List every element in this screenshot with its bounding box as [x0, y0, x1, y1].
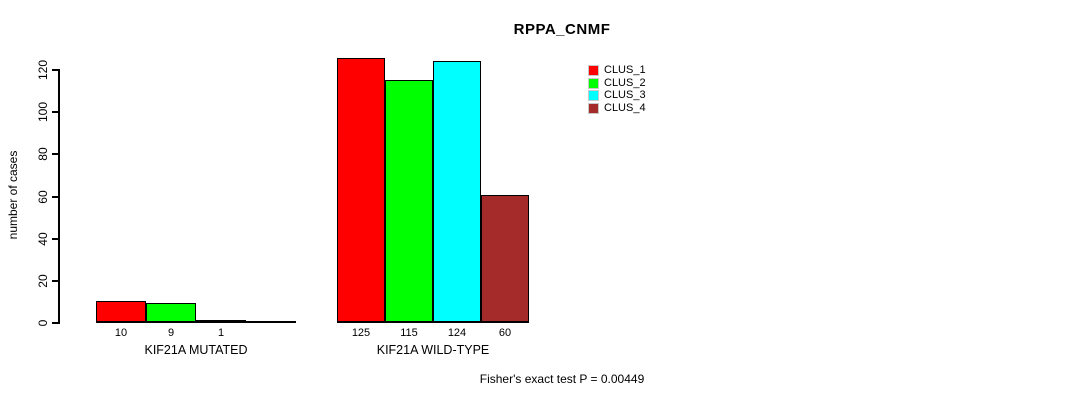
chart-title: RPPA_CNMF — [513, 21, 611, 38]
y-tick-mark — [52, 111, 59, 114]
bar-value-label: 60 — [498, 327, 512, 339]
bar-value-label: 124 — [447, 327, 467, 339]
bar-value-label: 1 — [217, 327, 225, 339]
legend-label: CLUS_1 — [604, 63, 646, 76]
bar-value-label: 10 — [114, 327, 128, 339]
y-tick-label: 20 — [36, 274, 50, 288]
y-tick-mark — [52, 195, 59, 198]
bar-value-label: 9 — [167, 327, 175, 339]
group-baseline — [96, 321, 296, 323]
group-baseline — [337, 321, 529, 323]
legend: CLUS_1 CLUS_2 CLUS_3 CLUS_4 — [588, 64, 646, 115]
y-tick-mark — [52, 237, 59, 240]
y-tick-label: 0 — [36, 319, 50, 327]
legend-label: CLUS_3 — [604, 89, 646, 102]
y-tick-mark — [52, 153, 59, 156]
bar-clus_4-wild-type — [481, 195, 529, 322]
legend-item-clus_2: CLUS_2 — [588, 77, 646, 90]
bar-value-label: 115 — [400, 327, 418, 339]
y-tick-mark — [52, 69, 59, 71]
bar-clus_3-wild-type — [433, 61, 481, 322]
y-tick-label: 100 — [36, 102, 50, 123]
legend-item-clus_1: CLUS_1 — [588, 64, 646, 77]
legend-label: CLUS_4 — [604, 101, 646, 114]
y-tick-mark — [52, 279, 59, 282]
y-tick-mark — [52, 322, 59, 324]
fisher-test-note: Fisher's exact test P = 0.00449 — [479, 372, 645, 386]
bar-clus_2-mutated — [146, 303, 196, 322]
bar-value-label: 125 — [351, 327, 371, 339]
y-tick-label: 60 — [36, 189, 50, 204]
group-label-wild-type: KIF21A WILD-TYPE — [376, 343, 490, 357]
y-tick-label: 80 — [36, 147, 50, 162]
y-axis-title: number of cases — [6, 150, 20, 240]
legend-swatch-icon — [588, 77, 599, 89]
y-tick-label: 120 — [36, 59, 50, 81]
legend-swatch-icon — [588, 102, 599, 114]
legend-swatch-icon — [588, 64, 599, 76]
legend-item-clus_3: CLUS_3 — [588, 89, 646, 102]
y-axis-line — [58, 69, 60, 324]
bar-clus_1-wild-type — [337, 58, 385, 322]
bar-clus_2-wild-type — [385, 80, 433, 322]
legend-label: CLUS_2 — [604, 76, 646, 89]
legend-item-clus_4: CLUS_4 — [588, 102, 646, 115]
group-label-mutated: KIF21A MUTATED — [144, 343, 248, 357]
legend-swatch-icon — [588, 90, 599, 102]
bar-clus_1-mutated — [96, 301, 146, 322]
y-tick-label: 40 — [36, 231, 50, 246]
